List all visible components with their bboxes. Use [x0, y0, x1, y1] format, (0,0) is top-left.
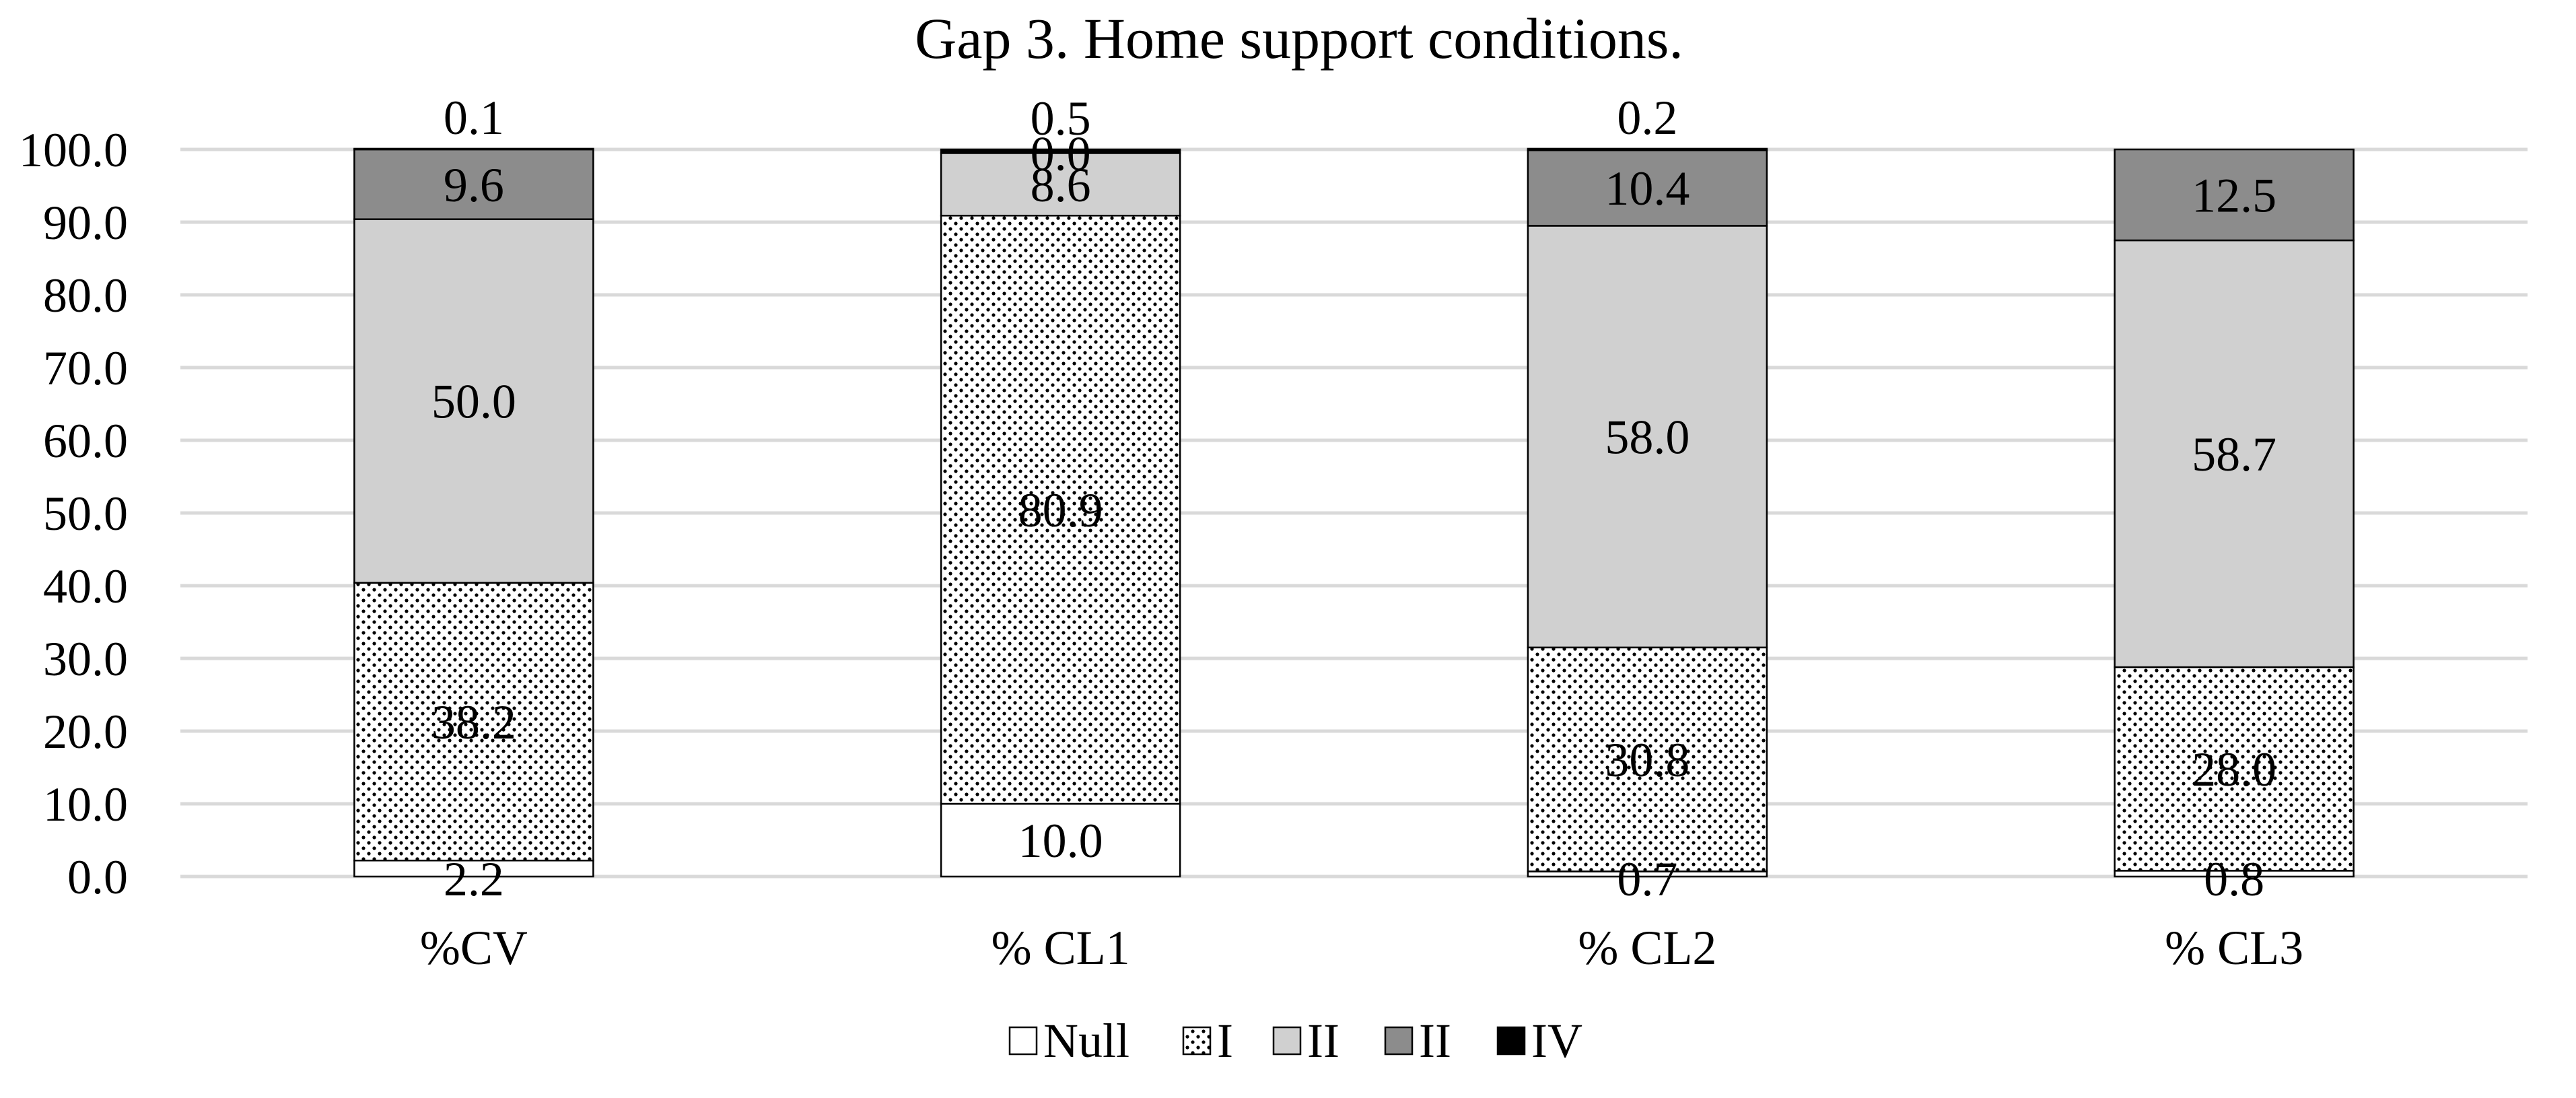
y-tick-label: 20.0	[43, 705, 128, 759]
data-label: 10.0	[1018, 814, 1103, 868]
data-label: 12.5	[2192, 169, 2276, 223]
y-tick-label: 80.0	[43, 269, 128, 322]
y-tick-label: 60.0	[43, 414, 128, 468]
data-label: 10.4	[1605, 162, 1690, 215]
legend-swatch-i	[1182, 1026, 1212, 1056]
bar-segment-ii-dark	[2114, 148, 2355, 242]
data-label: 0.8	[2204, 852, 2264, 906]
data-label: 28.0	[2192, 743, 2276, 796]
data-label: 38.2	[431, 695, 516, 749]
y-tick-label: 90.0	[43, 196, 128, 250]
legend-swatch-null	[1008, 1026, 1038, 1056]
data-label: 58.0	[1605, 411, 1690, 465]
bar-segment-ii	[1527, 225, 1768, 649]
y-tick-label: 30.0	[43, 632, 128, 686]
y-tick-label: 70.0	[43, 341, 128, 395]
bar-segment-null	[940, 802, 1181, 878]
data-labels: 2.2 38.2 50.0 9.6 0.1 10.0 80.9 8.60.00.5 0.7 30.…	[431, 91, 2276, 906]
data-label: 9.6	[444, 158, 504, 212]
data-label: 50.0	[431, 375, 516, 429]
x-tick-label: %CV	[420, 921, 528, 975]
legend-label-ii-dark: II	[1419, 1014, 1451, 1068]
data-label: 30.8	[1605, 733, 1690, 787]
data-label: 0.5	[1031, 92, 1091, 145]
data-label: 0.0	[1031, 127, 1091, 180]
x-tick-label: % CL1	[991, 921, 1130, 975]
bar-segment-i	[353, 582, 594, 862]
bar-segment-ii-dark	[1527, 149, 1768, 227]
data-label: 0.2	[1617, 91, 1677, 145]
x-tick-label: % CL3	[2165, 921, 2303, 975]
data-label: 80.9	[1018, 483, 1103, 537]
x-tick-label: % CL2	[1578, 921, 1716, 975]
y-tick-label: 10.0	[43, 778, 128, 831]
bar-segment-iv	[940, 148, 1181, 154]
bar-segment-i	[940, 215, 1181, 805]
bar-segment-ii	[940, 152, 1181, 217]
bar-segment-iv	[1527, 147, 1768, 151]
legend-swatch-iv	[1496, 1026, 1526, 1056]
data-label: 0.7	[1617, 852, 1677, 906]
legend-label-iv: IV	[1531, 1014, 1582, 1068]
legend: Null I II II IV	[1008, 1014, 1582, 1068]
data-label: 58.7	[2192, 427, 2276, 481]
bar-segment-ii	[2114, 239, 2355, 668]
data-label: 0.1	[444, 91, 504, 145]
bar-segment-ii-dark	[353, 148, 594, 220]
bar-segment-i	[2114, 666, 2355, 872]
legend-swatch-ii-dark	[1384, 1026, 1414, 1056]
bar-segment-ii	[353, 218, 594, 584]
legend-swatch-ii	[1272, 1026, 1302, 1056]
y-tick-label: 0.0	[67, 850, 128, 904]
bar-segment-i	[1527, 646, 1768, 872]
y-tick-label: 100.0	[19, 123, 128, 177]
data-label: 2.2	[444, 852, 504, 906]
chart-title: Gap 3. Home support conditions.	[915, 6, 1683, 71]
x-axis-ticks: %CV % CL1 % CL2 % CL3	[420, 921, 2303, 975]
bars	[353, 147, 2355, 878]
data-label: 8.6	[1031, 158, 1091, 212]
legend-label-null: Null	[1043, 1014, 1129, 1068]
legend-label-ii: II	[1307, 1014, 1339, 1068]
y-tick-label: 50.0	[43, 487, 128, 541]
y-axis-ticks: 0.0 10.0 20.0 30.0 40.0 50.0 60.0 70.0 80.0 90.0 1…	[19, 123, 128, 904]
legend-label-i: I	[1217, 1014, 1233, 1068]
y-tick-label: 40.0	[43, 559, 128, 613]
